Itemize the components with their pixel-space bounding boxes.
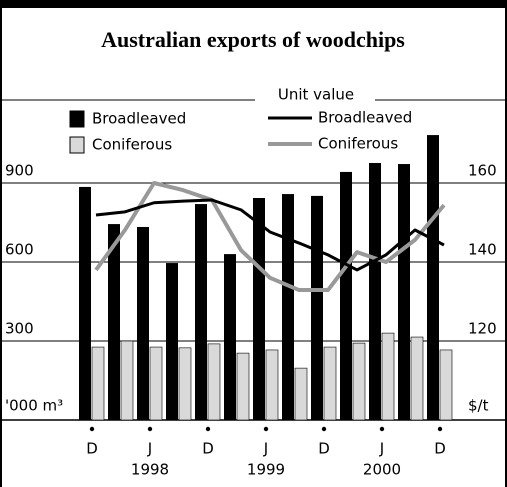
legend-swatch	[69, 110, 85, 128]
legend-label: Broadleaved	[92, 110, 186, 128]
x-tick-label: J	[147, 440, 152, 458]
y-tick-label: 600	[5, 241, 34, 259]
y2-tick-label: 120	[468, 320, 497, 338]
top-band	[0, 0, 507, 8]
legend-swatch	[69, 136, 85, 154]
bar	[108, 224, 120, 420]
x-tick	[147, 426, 153, 432]
year-label: 1999	[247, 461, 285, 479]
x-tick	[263, 426, 269, 432]
x-tick	[205, 426, 211, 432]
legend-label: Broadleaved	[318, 109, 412, 127]
bar	[265, 349, 279, 421]
chart-title: Australian exports of woodchips	[101, 27, 405, 52]
legend-label: Coniferous	[92, 136, 172, 154]
y2-axis-label: $/t	[468, 397, 489, 415]
x-tick	[379, 426, 385, 432]
x-tick	[89, 426, 95, 432]
bar	[282, 194, 294, 420]
bar	[381, 332, 395, 421]
bar	[340, 171, 352, 420]
bar	[166, 263, 178, 420]
year-label: 2000	[363, 461, 401, 479]
bar	[427, 135, 439, 420]
bar	[410, 336, 424, 421]
bar	[352, 342, 366, 421]
x-tick-label: D	[86, 440, 98, 458]
bar	[195, 204, 207, 420]
x-tick	[437, 426, 443, 432]
bar	[253, 198, 265, 420]
x-tick	[321, 426, 327, 432]
y-tick-label: 900	[5, 162, 34, 180]
bar	[398, 164, 410, 420]
line	[95, 198, 445, 272]
bar	[207, 343, 221, 421]
y-axis-label: '000 m³	[5, 397, 63, 415]
bar	[323, 346, 337, 421]
bar	[369, 162, 381, 420]
x-tick-label: J	[263, 440, 268, 458]
x-tick-label: J	[379, 440, 384, 458]
bar	[236, 352, 250, 421]
bar	[178, 347, 192, 421]
bar	[224, 254, 236, 420]
bar	[439, 349, 453, 421]
x-tick-label: D	[434, 440, 446, 458]
bar	[120, 340, 134, 421]
bar	[137, 226, 149, 420]
bar	[294, 367, 308, 421]
y2-tick-label: 160	[468, 162, 497, 180]
year-label: 1998	[131, 461, 169, 479]
bar	[149, 346, 163, 421]
line	[94, 181, 446, 293]
x-tick-label: D	[202, 440, 214, 458]
x-tick-label: D	[318, 440, 330, 458]
y2-tick-label: 140	[468, 241, 497, 259]
bar	[311, 195, 323, 420]
y-tick-label: 300	[5, 320, 34, 338]
bar	[79, 186, 91, 420]
legend-label: Coniferous	[318, 135, 398, 153]
legend-title: Unit value	[278, 86, 354, 104]
bar	[91, 346, 105, 421]
